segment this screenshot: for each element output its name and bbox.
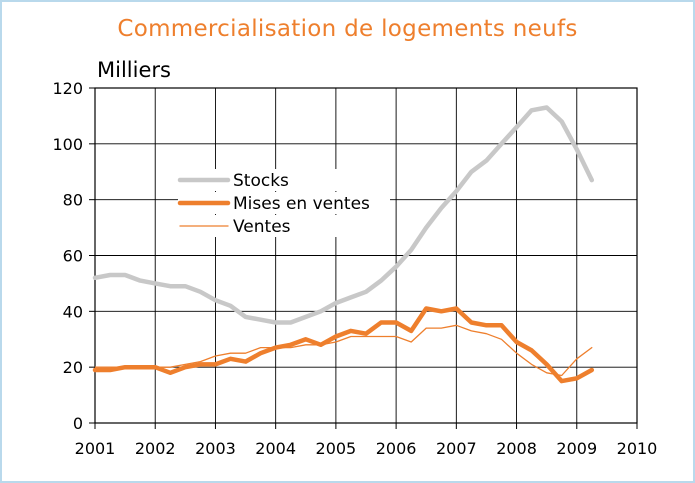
- x-tick-label: 2001: [75, 439, 116, 458]
- series-group: [95, 108, 592, 382]
- legend-label-stocks: Stocks: [233, 171, 289, 191]
- series-line-mises-en-ventes: [95, 309, 592, 382]
- y-axis: 0 20 40 60 80 100 120: [52, 79, 95, 433]
- x-tick-label: 2005: [316, 439, 357, 458]
- y-tick-label: 80: [63, 191, 83, 210]
- x-tick-label: 2009: [556, 439, 597, 458]
- y-tick-label: 100: [52, 135, 83, 154]
- legend-label-mises-en-ventes: Mises en ventes: [233, 194, 370, 214]
- x-tick-label: 2007: [436, 439, 477, 458]
- x-tick-label: 2003: [195, 439, 236, 458]
- y-tick-label: 120: [52, 79, 83, 98]
- legend-label-ventes: Ventes: [233, 217, 291, 237]
- y-tick-label: 60: [63, 247, 83, 266]
- y-tick-label: 0: [73, 414, 83, 433]
- x-axis: 2001 2002 2003 2004 2005 2006 2007 2008 2009 2010: [75, 423, 658, 458]
- y-tick-label: 40: [63, 302, 83, 321]
- x-tick-label: 2006: [376, 439, 417, 458]
- y-tick-label: 20: [63, 358, 83, 377]
- x-tick-label: 2002: [135, 439, 176, 458]
- legend: Stocks Mises en ventes Ventes: [178, 169, 390, 237]
- x-tick-label: 2010: [617, 439, 658, 458]
- x-tick-label: 2004: [255, 439, 296, 458]
- x-tick-label: 2008: [496, 439, 537, 458]
